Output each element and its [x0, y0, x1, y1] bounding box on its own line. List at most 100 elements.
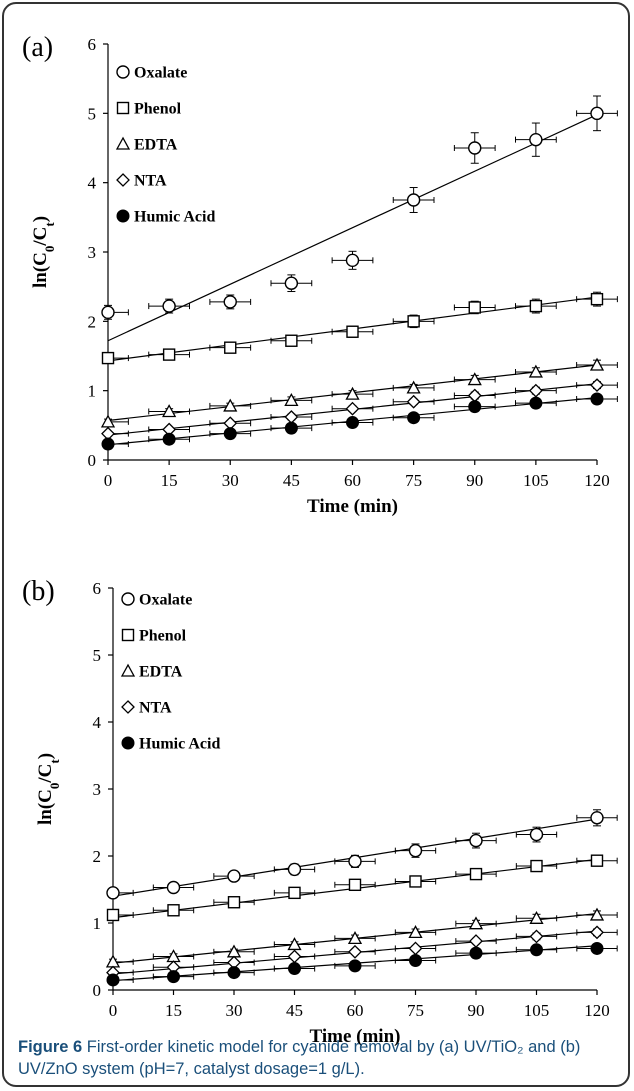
series-nta [101, 378, 618, 441]
data-point-nta [408, 941, 423, 956]
data-point-oxalate [469, 833, 483, 848]
data-point-humic-acid [167, 970, 180, 984]
series-phenol [106, 854, 618, 922]
legend-label: NTA [139, 700, 172, 717]
data-point-oxalate [590, 811, 604, 825]
data-point-phenol [227, 896, 241, 909]
data-point-oxalate [284, 276, 299, 290]
legend: Oxalate Phenol EDTA NTA Humic Acid [115, 65, 215, 226]
y-axis-title: ln(C0/Ct) [30, 216, 57, 288]
series-phenol [101, 291, 618, 365]
x-tick-label: 120 [584, 1001, 610, 1020]
x-tick-label: 105 [524, 1001, 550, 1020]
data-point-phenol [469, 867, 483, 881]
legend-label: EDTA [139, 664, 183, 681]
data-point-nta [590, 925, 604, 940]
data-point-humic-acid [468, 400, 482, 414]
y-tick-label: 2 [93, 847, 102, 866]
data-point-edta [528, 364, 543, 378]
data-point-humic-acid [101, 437, 115, 451]
data-point-oxalate [406, 193, 421, 207]
data-point-edta [408, 925, 423, 939]
data-point-oxalate [529, 132, 543, 147]
data-point-edta [468, 916, 484, 930]
data-point-phenol [101, 351, 115, 365]
legend-marker-oxalate [116, 65, 130, 79]
data-point-phenol [530, 859, 543, 873]
y-tick-label: 2 [88, 312, 97, 331]
data-point-oxalate [162, 299, 176, 313]
data-point-nta [467, 388, 482, 403]
data-point-edta [284, 393, 299, 407]
data-point-edta [529, 910, 544, 924]
data-point-humic-acid [469, 946, 483, 960]
legend-marker-nta [116, 173, 130, 187]
x-tick-label: 75 [405, 471, 422, 490]
x-tick-label: 0 [109, 1001, 118, 1020]
caption-text: First-order kinetic model for cyanide re… [18, 1038, 581, 1078]
data-point-edta [287, 937, 302, 951]
data-point-oxalate [529, 827, 544, 842]
data-point-humic-acid [288, 962, 301, 976]
data-point-oxalate [345, 253, 360, 268]
panel-label: (a) [22, 32, 53, 63]
series-humic-acid [106, 941, 618, 987]
data-point-oxalate [287, 862, 302, 877]
x-tick-label: 105 [523, 471, 549, 490]
y-tick-label: 6 [93, 579, 102, 598]
y-axis-title: ln(C0/Ct) [35, 753, 62, 825]
data-point-phenol [529, 299, 543, 313]
data-point-humic-acid [223, 427, 237, 441]
legend-marker-phenol [116, 101, 130, 115]
data-point-oxalate [590, 106, 604, 121]
legend-marker-phenol [121, 628, 135, 642]
data-point-edta [589, 357, 605, 371]
series-nta [106, 925, 618, 980]
series-edta [100, 357, 618, 428]
legend-marker-oxalate [121, 592, 135, 606]
data-point-edta [589, 907, 605, 921]
data-point-nta [406, 394, 421, 409]
y-tick-label: 1 [93, 914, 102, 933]
legend-label: NTA [134, 173, 167, 190]
data-point-humic-acid [530, 943, 543, 957]
data-point-oxalate [408, 843, 423, 858]
data-point-humic-acid [529, 396, 543, 410]
legend-label: Phenol [139, 628, 187, 645]
series-oxalate [106, 809, 618, 900]
figure-number: Figure 6 [18, 1038, 83, 1056]
data-point-humic-acid [106, 973, 120, 987]
x-axis-title: Time (min) [310, 1026, 401, 1047]
data-point-phenol [468, 301, 481, 314]
x-tick-label: 45 [283, 471, 300, 490]
x-tick-label: 90 [468, 1001, 485, 1020]
y-tick-label: 3 [88, 243, 97, 262]
data-point-nta [284, 410, 299, 424]
y-tick-label: 4 [93, 713, 102, 732]
series-oxalate [101, 95, 618, 320]
data-point-nta [469, 934, 483, 949]
data-point-phenol [407, 315, 420, 328]
data-point-phenol [348, 878, 362, 892]
legend: Oxalate Phenol EDTA NTA Humic Acid [120, 592, 220, 753]
legend-marker-edta [120, 663, 136, 677]
data-point-edta [347, 931, 363, 945]
y-tick-label: 0 [93, 981, 102, 1000]
data-point-edta [223, 398, 238, 412]
legend-label: Humic Acid [139, 736, 220, 753]
legend-marker-edta [115, 136, 131, 150]
data-point-nta [348, 944, 362, 959]
x-tick-label: 120 [584, 471, 610, 490]
legend-marker-humic-acid [116, 209, 130, 223]
x-tick-label: 0 [104, 471, 113, 490]
data-point-humic-acid [590, 941, 604, 955]
data-point-phenol [285, 334, 298, 347]
x-tick-label: 60 [344, 471, 361, 490]
data-point-edta [345, 386, 360, 400]
legend-marker-humic-acid [121, 736, 135, 750]
data-point-oxalate [348, 854, 362, 869]
data-point-edta [467, 372, 482, 386]
data-point-oxalate [468, 141, 482, 155]
